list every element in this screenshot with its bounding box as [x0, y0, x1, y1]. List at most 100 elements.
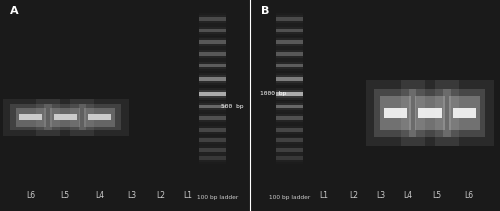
Bar: [19, 114, 42, 120]
Bar: [276, 90, 303, 98]
Text: 100 bp ladder: 100 bp ladder: [197, 195, 238, 200]
Bar: [200, 144, 226, 156]
Text: L4: L4: [403, 191, 412, 200]
Bar: [44, 104, 86, 130]
Bar: [10, 104, 52, 130]
Text: L1: L1: [320, 191, 328, 200]
Bar: [409, 89, 451, 137]
Bar: [200, 135, 226, 146]
Bar: [78, 104, 120, 130]
Bar: [276, 137, 303, 144]
Bar: [276, 148, 303, 152]
Bar: [276, 153, 303, 164]
Bar: [200, 60, 226, 71]
Bar: [200, 90, 226, 98]
Text: L1: L1: [184, 191, 192, 200]
Bar: [2, 99, 60, 136]
Bar: [200, 38, 226, 46]
Bar: [449, 96, 480, 130]
Text: L5: L5: [432, 191, 442, 200]
Bar: [366, 80, 424, 146]
Bar: [276, 77, 303, 81]
Bar: [200, 88, 226, 100]
Bar: [200, 156, 226, 160]
Bar: [200, 124, 226, 135]
Bar: [200, 114, 226, 122]
Bar: [276, 27, 303, 34]
Bar: [276, 92, 303, 96]
Text: 500 bp: 500 bp: [222, 104, 244, 109]
Bar: [200, 73, 226, 85]
Bar: [200, 126, 226, 134]
Bar: [276, 48, 303, 60]
Bar: [276, 114, 303, 122]
Bar: [200, 138, 226, 142]
Bar: [50, 107, 80, 127]
Bar: [435, 80, 494, 146]
Bar: [276, 103, 303, 110]
Bar: [200, 29, 226, 32]
Bar: [276, 146, 303, 154]
Bar: [276, 101, 303, 112]
Text: 1000 bp: 1000 bp: [260, 91, 286, 96]
Bar: [276, 15, 303, 23]
Bar: [200, 128, 226, 132]
Bar: [276, 88, 303, 100]
Bar: [200, 92, 226, 96]
Text: L5: L5: [60, 191, 70, 200]
Bar: [414, 96, 445, 130]
Bar: [200, 25, 226, 36]
Bar: [200, 40, 226, 44]
Bar: [276, 37, 303, 48]
Bar: [276, 128, 303, 132]
Bar: [200, 52, 226, 56]
Bar: [276, 116, 303, 120]
Bar: [200, 13, 226, 25]
Bar: [200, 153, 226, 164]
Bar: [276, 60, 303, 71]
Bar: [276, 154, 303, 162]
Bar: [276, 38, 303, 46]
Bar: [200, 148, 226, 152]
Bar: [200, 62, 226, 69]
Bar: [276, 75, 303, 83]
Bar: [200, 77, 226, 81]
Bar: [276, 105, 303, 108]
Bar: [200, 154, 226, 162]
Bar: [84, 107, 115, 127]
Bar: [200, 17, 226, 21]
Bar: [200, 75, 226, 83]
Bar: [200, 48, 226, 60]
Text: B: B: [262, 6, 270, 16]
Bar: [200, 116, 226, 120]
Bar: [444, 89, 486, 137]
Bar: [70, 99, 129, 136]
Bar: [276, 40, 303, 44]
Bar: [200, 101, 226, 112]
Text: L3: L3: [127, 191, 136, 200]
Bar: [200, 64, 226, 67]
Bar: [452, 108, 476, 118]
Bar: [276, 13, 303, 25]
Bar: [276, 17, 303, 21]
Bar: [200, 103, 226, 110]
Bar: [276, 62, 303, 69]
Bar: [276, 135, 303, 146]
Bar: [380, 96, 410, 130]
Bar: [200, 15, 226, 23]
Bar: [200, 50, 226, 58]
Bar: [384, 108, 407, 118]
Bar: [276, 73, 303, 85]
Text: L6: L6: [26, 191, 36, 200]
Text: L2: L2: [156, 191, 166, 200]
Bar: [200, 112, 226, 124]
Bar: [54, 114, 77, 120]
Bar: [16, 107, 46, 127]
Bar: [276, 156, 303, 160]
Text: L4: L4: [95, 191, 104, 200]
Bar: [36, 99, 94, 136]
Bar: [374, 89, 416, 137]
Bar: [276, 64, 303, 67]
Bar: [200, 37, 226, 48]
Bar: [276, 126, 303, 134]
